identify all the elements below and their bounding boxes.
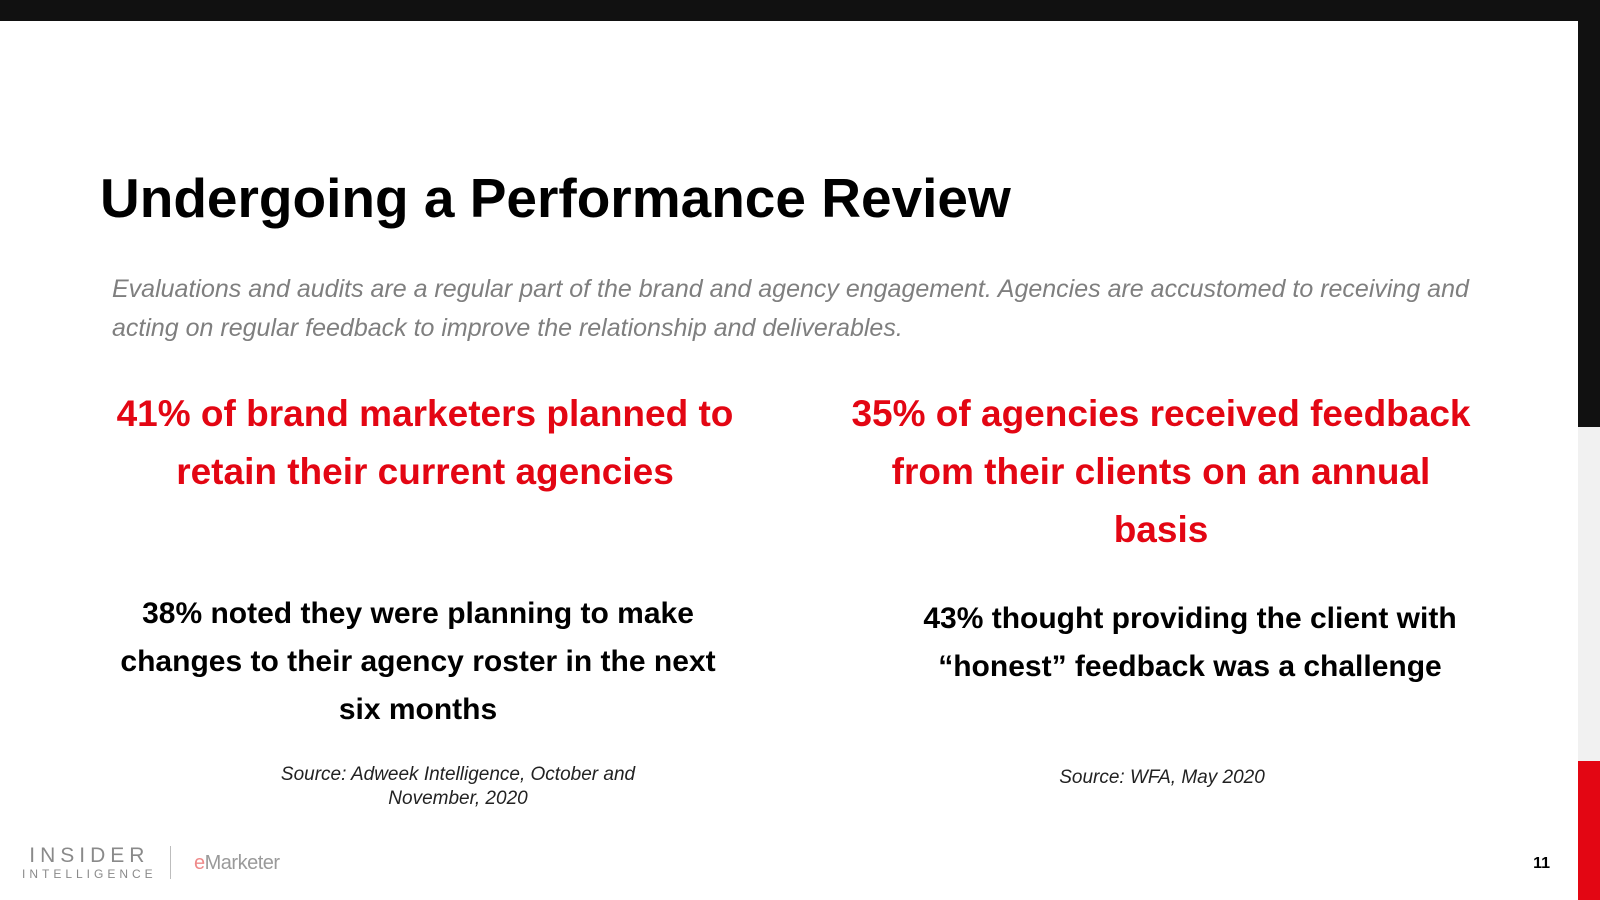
stat-source-block-brands: Source: Adweek Intelligence, October and… xyxy=(262,763,654,811)
emarketer-logo: eMarketer xyxy=(194,852,280,875)
insider-intelligence-logo: INSIDER INTELLIGENCE xyxy=(22,844,157,882)
logo-divider xyxy=(170,846,171,879)
stat-source-block-agencies: Source: WFA, May 2020 xyxy=(962,766,1362,790)
stat-source: Source: Adweek Intelligence, October and… xyxy=(280,764,636,809)
stat-headline: 41% of brand marketers planned to retain… xyxy=(116,393,734,492)
logo-insider-line1: INSIDER xyxy=(29,844,150,867)
slide-subtitle: Evaluations and audits are a regular par… xyxy=(112,275,1469,342)
stat-block-agencies: 35% of agencies received feedback from t… xyxy=(840,385,1482,559)
side-accent-light xyxy=(1578,427,1600,761)
side-accent-red xyxy=(1578,761,1600,900)
slide-title: Undergoing a Performance Review xyxy=(100,167,1011,229)
stat-block-brands: 41% of brand marketers planned to retain… xyxy=(108,385,742,501)
stat-headline: 35% of agencies received feedback from t… xyxy=(851,393,1471,550)
logo-emarketer-e: e xyxy=(194,852,205,874)
logo-insider-line2: INTELLIGENCE xyxy=(22,867,157,881)
page-number: 11 xyxy=(1533,855,1550,872)
logo-emarketer-text: Marketer xyxy=(204,852,280,874)
stat-detail: 43% thought providing the client with “h… xyxy=(923,602,1457,683)
stat-detail-block-brands: 38% noted they were planning to make cha… xyxy=(108,590,728,734)
stat-source: Source: WFA, May 2020 xyxy=(1059,767,1265,788)
stat-detail: 38% noted they were planning to make cha… xyxy=(120,597,716,726)
stat-detail-block-agencies: 43% thought providing the client with “h… xyxy=(870,595,1510,691)
side-accent-dark xyxy=(1578,21,1600,427)
top-bar xyxy=(0,0,1600,21)
